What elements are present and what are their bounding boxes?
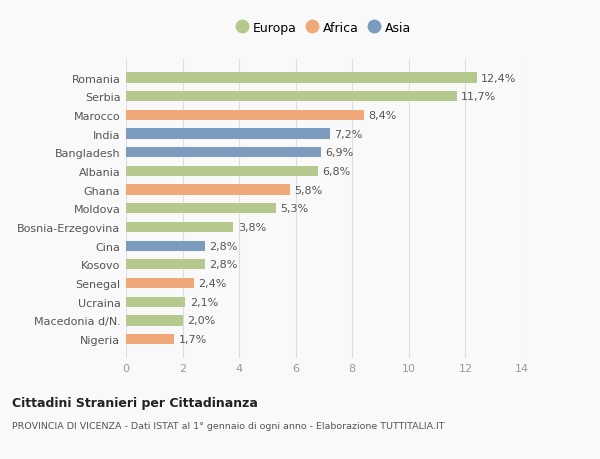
Text: Cittadini Stranieri per Cittadinanza: Cittadini Stranieri per Cittadinanza [12, 396, 258, 409]
Bar [126, 241, 205, 251]
Text: 8,4%: 8,4% [368, 111, 396, 121]
Text: 2,8%: 2,8% [209, 241, 238, 251]
Bar [126, 185, 290, 196]
Bar [126, 111, 364, 121]
Bar [126, 73, 477, 84]
Bar [126, 278, 194, 289]
Text: 5,3%: 5,3% [280, 204, 308, 214]
Text: PROVINCIA DI VICENZA - Dati ISTAT al 1° gennaio di ogni anno - Elaborazione TUTT: PROVINCIA DI VICENZA - Dati ISTAT al 1° … [12, 421, 445, 430]
Bar [126, 92, 457, 102]
Text: 2,8%: 2,8% [209, 260, 238, 270]
Text: 12,4%: 12,4% [481, 73, 517, 84]
Text: 1,7%: 1,7% [178, 334, 206, 344]
Bar [126, 260, 205, 270]
Text: 2,1%: 2,1% [190, 297, 218, 307]
Bar [126, 316, 182, 326]
Bar [126, 167, 319, 177]
Legend: Europa, Africa, Asia: Europa, Africa, Asia [233, 18, 415, 39]
Text: 2,0%: 2,0% [187, 316, 215, 326]
Bar [126, 129, 329, 140]
Text: 6,8%: 6,8% [323, 167, 351, 177]
Text: 6,9%: 6,9% [325, 148, 353, 158]
Text: 5,8%: 5,8% [295, 185, 323, 195]
Text: 2,4%: 2,4% [198, 279, 227, 288]
Bar [126, 222, 233, 233]
Bar [126, 204, 276, 214]
Text: 11,7%: 11,7% [461, 92, 496, 102]
Bar [126, 297, 185, 307]
Text: 7,2%: 7,2% [334, 129, 362, 139]
Bar [126, 148, 321, 158]
Bar [126, 334, 174, 344]
Text: 3,8%: 3,8% [238, 223, 266, 232]
